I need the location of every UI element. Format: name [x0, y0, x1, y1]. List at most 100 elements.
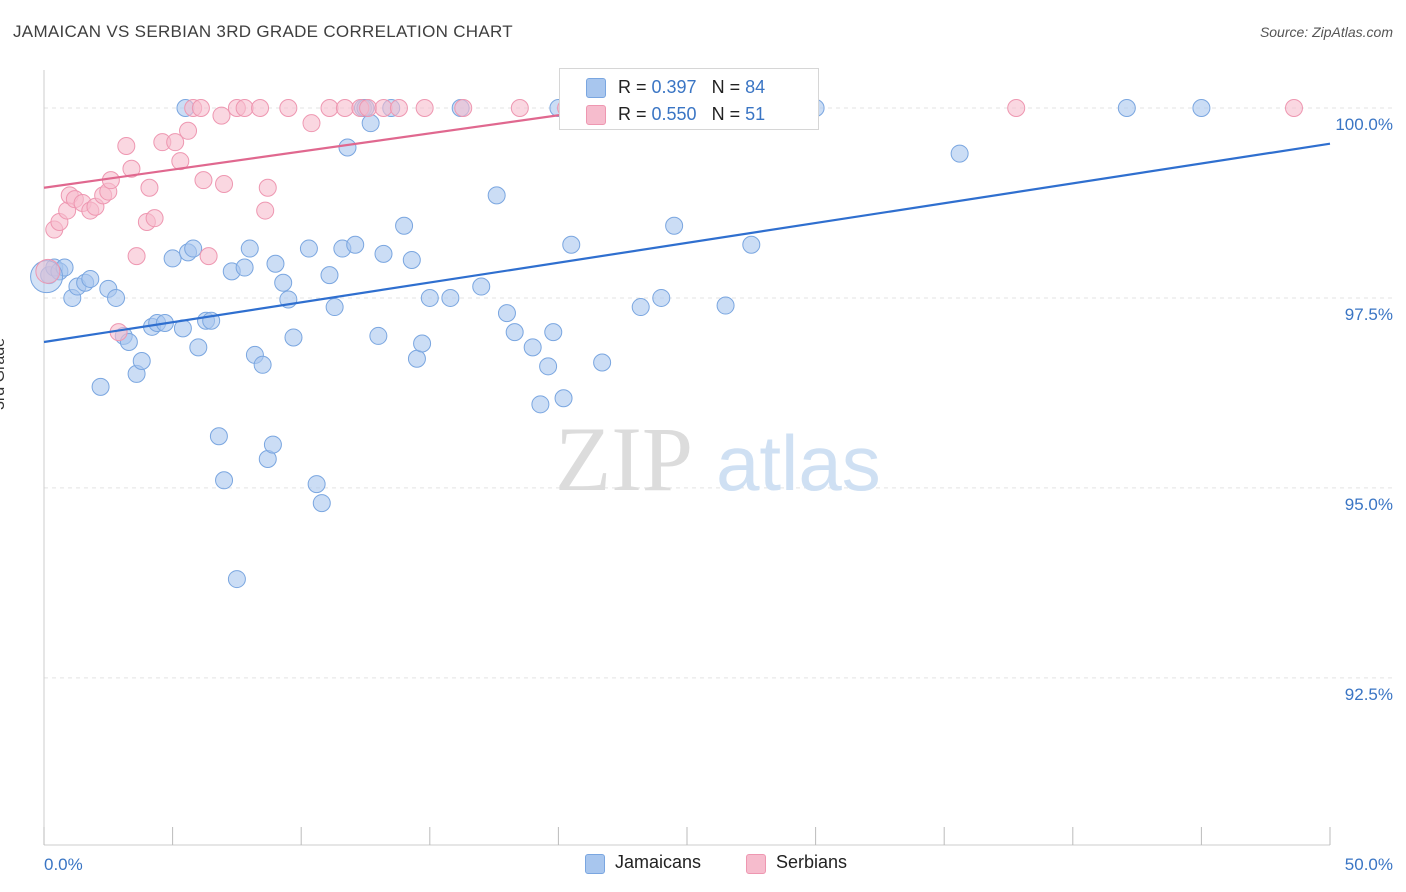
serbian-point	[117, 136, 136, 155]
serbian-point	[335, 98, 354, 117]
jamaican-point	[189, 338, 208, 357]
jamaican-point	[420, 288, 439, 307]
y-tick-label: 97.5%	[1345, 305, 1393, 324]
serbian-point	[1007, 98, 1026, 117]
serbians-trend-line	[43, 106, 610, 189]
serbian-point	[302, 114, 321, 133]
serbian-point	[256, 201, 275, 220]
jamaicans-trend-line	[43, 142, 1331, 344]
jamaican-point	[1117, 98, 1136, 117]
watermark-zip: ZIP	[555, 408, 693, 510]
serbian-point	[179, 121, 198, 140]
jamaican-point	[395, 216, 414, 235]
jamaican-point	[325, 298, 344, 317]
source-label: Source: ZipAtlas.com	[1259, 24, 1393, 40]
jamaican-point	[346, 235, 365, 254]
jamaican-point	[742, 235, 761, 254]
jamaican-point	[361, 114, 380, 133]
jamaican-point	[631, 298, 650, 317]
serbian-point	[235, 98, 254, 117]
jamaican-point	[91, 377, 110, 396]
jamaican-point	[227, 570, 246, 589]
jamaican-point	[374, 244, 393, 263]
bottom-legend-label: Serbians	[776, 852, 848, 872]
jamaican-point	[716, 296, 735, 315]
jamaican-point	[652, 288, 671, 307]
serbian-point	[258, 178, 277, 197]
legend-r-label: R =	[618, 77, 652, 97]
jamaican-point	[284, 328, 303, 347]
jamaican-point	[554, 389, 573, 408]
jamaican-point	[544, 323, 563, 342]
legend-r-label: R =	[618, 104, 652, 124]
watermark: ZIP atlas	[555, 408, 881, 510]
jamaican-point	[274, 273, 293, 292]
legend-n-value: 51	[745, 104, 766, 124]
jamaican-point	[472, 277, 491, 296]
chart-title: JAMAICAN VS SERBIAN 3RD GRADE CORRELATIO…	[13, 22, 513, 41]
legend-n-value: 84	[745, 77, 766, 97]
legend-r-value: 0.397	[651, 77, 697, 97]
jamaican-point	[665, 216, 684, 235]
jamaican-point	[215, 471, 234, 490]
data-points	[30, 98, 1303, 589]
jamaican-point	[369, 326, 388, 345]
serbian-point	[415, 98, 434, 117]
jamaican-point	[235, 258, 254, 277]
jamaican-point	[299, 239, 318, 258]
jamaicans-swatch	[586, 78, 606, 98]
bottom-legend-label: Jamaicans	[615, 852, 702, 872]
jamaican-point	[402, 250, 421, 269]
jamaican-point	[593, 353, 612, 372]
serbians-swatch	[586, 105, 606, 125]
jamaican-point	[240, 239, 259, 258]
jamaican-point	[263, 435, 282, 454]
jamaican-point	[163, 249, 182, 268]
jamaican-point	[950, 144, 969, 163]
jamaican-point	[253, 355, 272, 374]
serbian-point	[215, 174, 234, 193]
serbian-point	[127, 247, 146, 266]
jamaican-point	[132, 352, 151, 371]
serbian-point	[359, 98, 378, 117]
serbian-point	[35, 258, 61, 284]
x-tick-label: 0.0%	[44, 855, 83, 874]
jamaican-point	[338, 138, 357, 157]
jamaicans-swatch	[585, 854, 605, 874]
y-tick-label: 95.0%	[1345, 495, 1393, 514]
serbian-point	[510, 98, 529, 117]
serbian-point	[320, 98, 339, 117]
jamaican-point	[81, 269, 100, 288]
jamaican-point	[320, 266, 339, 285]
jamaican-point	[562, 235, 581, 254]
serbian-point	[212, 106, 231, 125]
tick-labels: 92.5% 95.0% 97.5% 100.0% 0.0% 50.0%	[44, 115, 1393, 874]
serbian-point	[1284, 98, 1303, 117]
serbian-point	[454, 98, 473, 117]
serbian-point	[171, 152, 190, 171]
serbian-point	[122, 159, 141, 178]
y-tick-label: 92.5%	[1345, 685, 1393, 704]
serbian-point	[374, 98, 393, 117]
jamaican-point	[266, 254, 285, 273]
legend-r-value: 0.550	[651, 104, 697, 124]
serbian-point	[389, 98, 408, 117]
legend-n-label: N =	[711, 104, 746, 124]
grid-lines	[44, 107, 1392, 679]
legend-n-label: N =	[711, 77, 746, 97]
serbian-point	[251, 98, 270, 117]
serbian-point	[279, 98, 298, 117]
jamaican-point	[441, 288, 460, 307]
x-tick-label: 50.0%	[1345, 855, 1393, 874]
watermark-atlas: atlas	[716, 419, 881, 507]
jamaican-point	[497, 304, 516, 323]
serbian-point	[191, 98, 210, 117]
serbian-point	[199, 247, 218, 266]
jamaican-point	[1192, 98, 1211, 117]
y-axis-label: 3rd Grade	[0, 337, 8, 410]
serbians-swatch	[746, 854, 766, 874]
serbian-point	[140, 178, 159, 197]
stats-legend: R = 0.397 N = 84 R = 0.550 N = 51	[559, 68, 819, 130]
jamaican-point	[407, 349, 426, 368]
